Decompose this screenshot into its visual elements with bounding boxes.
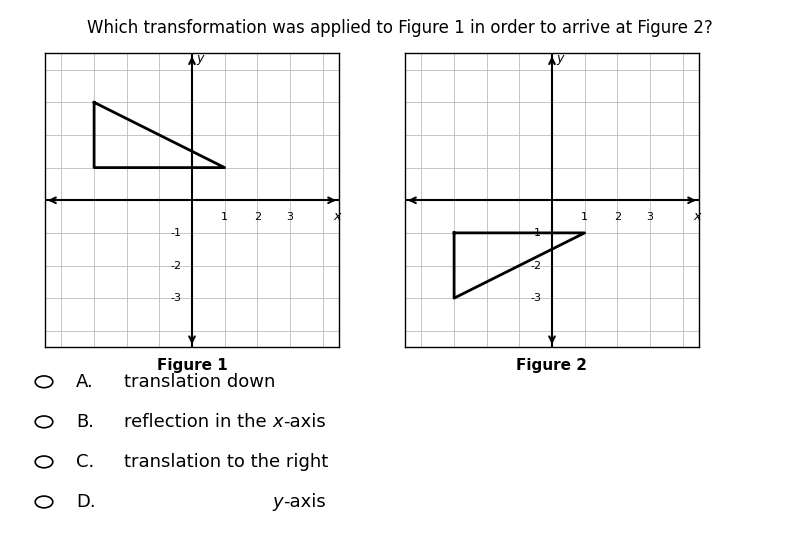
- Text: reflection in the: reflection in the: [124, 413, 272, 431]
- Text: -axis: -axis: [282, 493, 326, 511]
- Text: Which transformation was applied to Figure 1 in order to arrive at Figure 2?: Which transformation was applied to Figu…: [87, 19, 713, 37]
- Text: 2: 2: [614, 211, 621, 222]
- Text: Figure 1: Figure 1: [157, 358, 227, 373]
- Text: x: x: [694, 210, 701, 223]
- Text: Figure 2: Figure 2: [517, 358, 587, 373]
- Text: -1: -1: [530, 228, 541, 238]
- Text: -1: -1: [170, 228, 181, 238]
- Text: reflection in the: reflection in the: [0, 533, 1, 534]
- Text: y: y: [197, 52, 204, 65]
- Text: translation to the right: translation to the right: [124, 453, 328, 471]
- Text: translation down: translation down: [124, 373, 275, 391]
- Text: D.: D.: [76, 493, 96, 511]
- Text: 1: 1: [221, 211, 228, 222]
- Text: -2: -2: [530, 261, 542, 271]
- Text: B.: B.: [76, 413, 94, 431]
- Text: -2: -2: [170, 261, 182, 271]
- Text: C.: C.: [76, 453, 94, 471]
- Text: 3: 3: [286, 211, 294, 222]
- Text: x: x: [334, 210, 341, 223]
- Text: x: x: [272, 413, 283, 431]
- Text: y: y: [272, 493, 283, 511]
- Text: 2: 2: [254, 211, 261, 222]
- Text: -3: -3: [170, 293, 181, 303]
- Text: -axis: -axis: [282, 413, 326, 431]
- Text: 1: 1: [581, 211, 588, 222]
- Text: 3: 3: [646, 211, 654, 222]
- Text: y: y: [557, 52, 564, 65]
- Text: -3: -3: [530, 293, 541, 303]
- Text: A.: A.: [76, 373, 94, 391]
- Text: reflection in the: reflection in the: [0, 533, 1, 534]
